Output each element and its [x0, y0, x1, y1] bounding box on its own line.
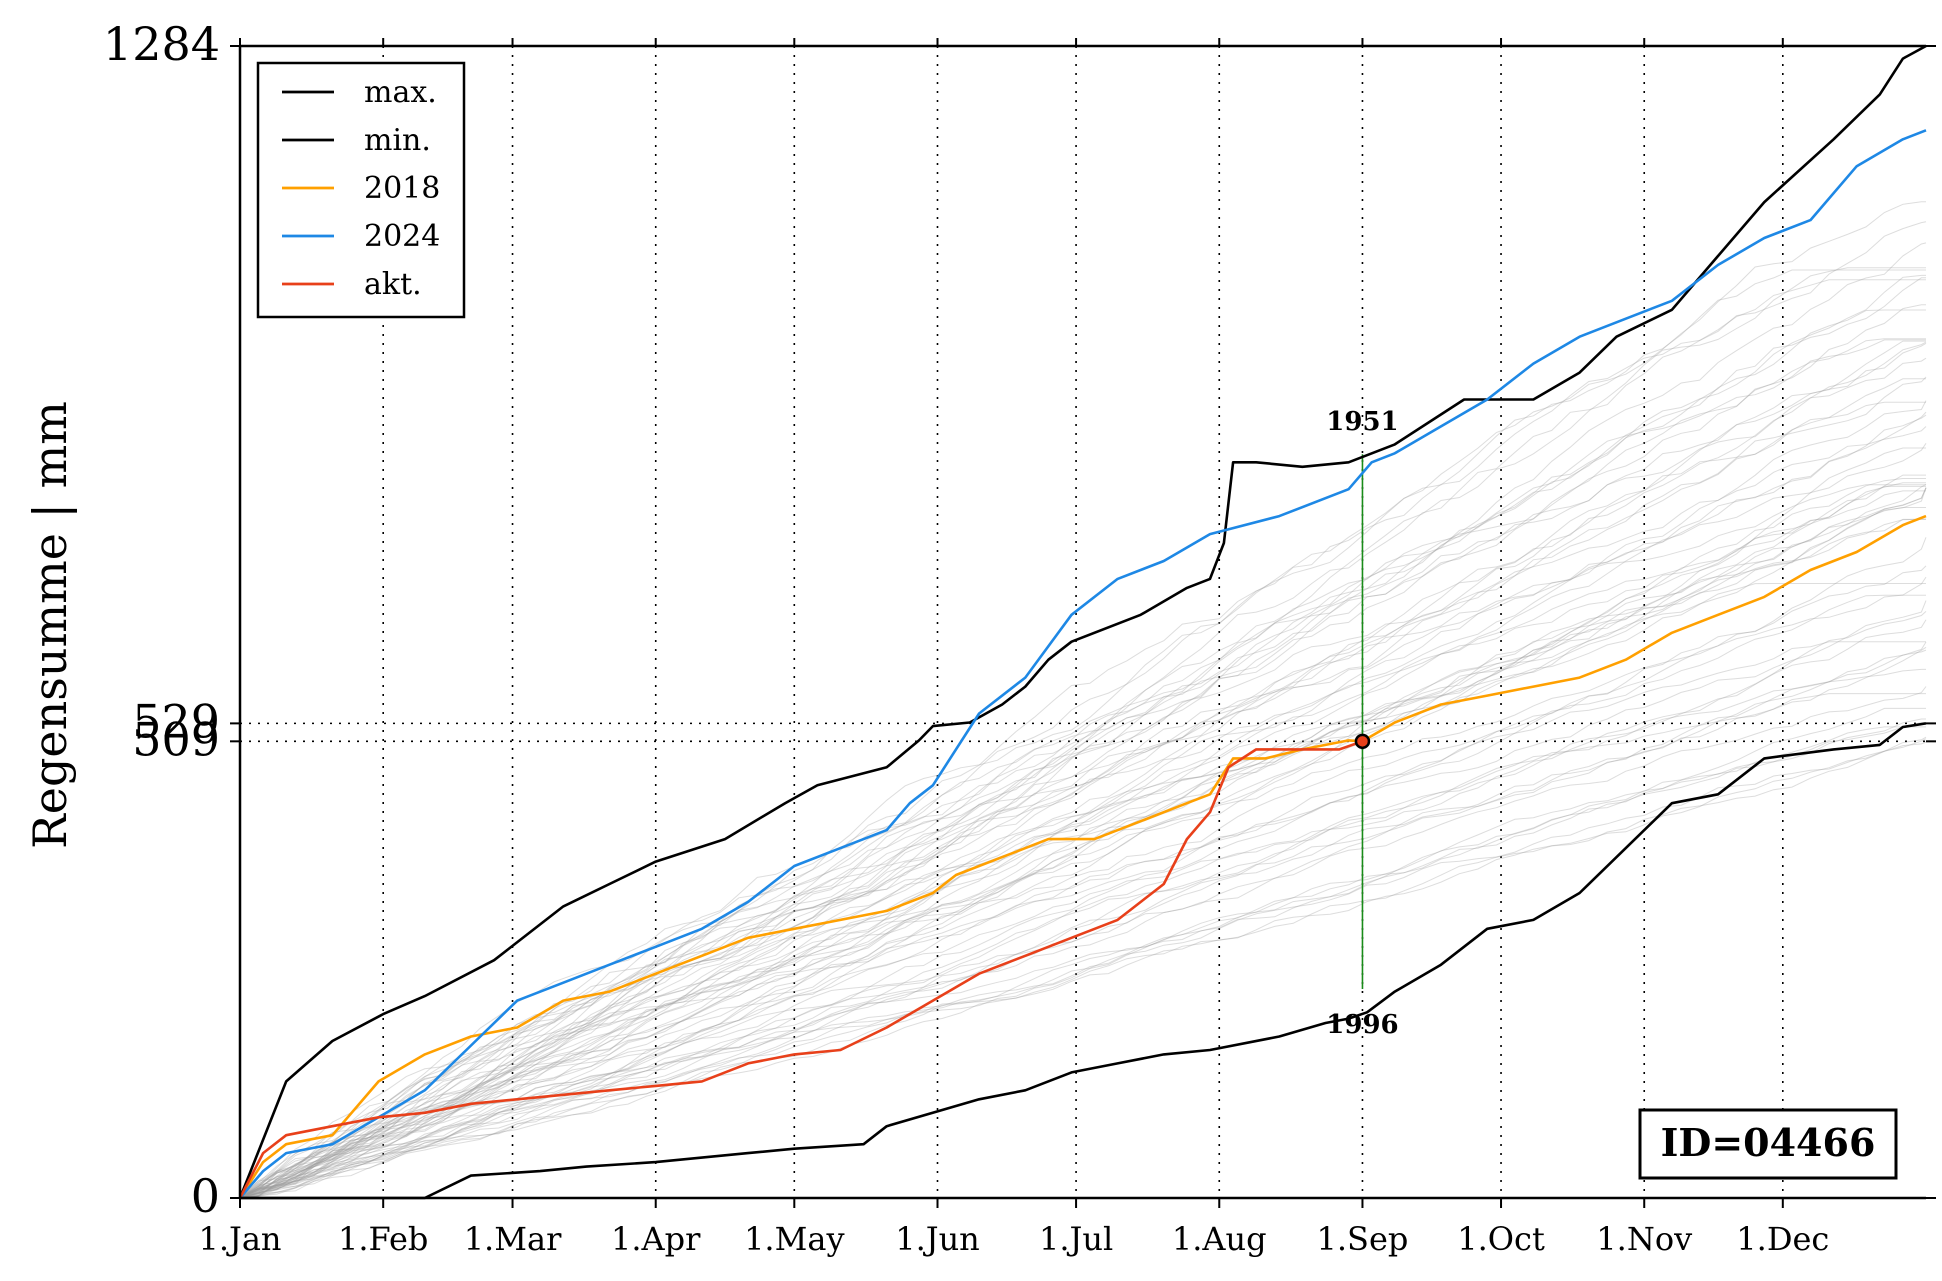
- historical-year-line: [239, 339, 1926, 1199]
- legend-label: min.: [364, 123, 431, 158]
- station-id-box: ID=04466: [1638, 1108, 1898, 1180]
- historical-year-line: [239, 741, 1927, 1199]
- y-tick-label: 0: [191, 1169, 220, 1223]
- historical-year-line: [239, 401, 1926, 1199]
- historical-year-line: [239, 342, 1927, 1199]
- x-tick-label: 1.Jul: [1039, 1220, 1113, 1258]
- historical-year-line: [239, 600, 1927, 1199]
- historical-year-line: [239, 518, 1926, 1199]
- x-tick-label: 1.Sep: [1317, 1220, 1409, 1258]
- historical-year-line: [239, 201, 1926, 1199]
- historical-year-line: [239, 646, 1927, 1199]
- historical-year-line: [239, 611, 1927, 1199]
- tick-labels: 1.Jan 1.Feb 1.Mar 1.Apr 1.May 1.Jun 1.Jul 1.Aug…: [103, 17, 1936, 1258]
- annotations: 1951 1996: [1326, 407, 1398, 1040]
- legend-label: 2018: [364, 171, 440, 206]
- current-marker: [1354, 733, 1371, 750]
- x-tick-label: 1.Apr: [611, 1220, 701, 1258]
- series-line-2018: [238, 514, 1927, 1199]
- legend-frame: [256, 61, 466, 319]
- historical-year-line: [239, 507, 1926, 1199]
- historical-year-line: [239, 484, 1926, 1199]
- historical-year-line: [239, 279, 1926, 1199]
- historical-year-line: [239, 641, 1926, 1199]
- historical-year-line: [239, 693, 1926, 1199]
- historical-year-line: [239, 277, 1927, 1199]
- historical-year-line: [239, 309, 1926, 1199]
- series-lines: [238, 44, 1927, 1200]
- historical-year-line: [239, 338, 1926, 1199]
- historical-year-line: [239, 487, 1927, 1199]
- historical-year-line: [239, 341, 1927, 1199]
- historical-year-line: [239, 487, 1927, 1199]
- historical-year-line: [239, 242, 1927, 1199]
- legend-label: max.: [364, 75, 437, 110]
- historical-year-line: [239, 340, 1926, 1199]
- historical-year-line: [239, 738, 1927, 1199]
- historical-year-line: [239, 576, 1927, 1199]
- historical-year-line: [239, 447, 1926, 1199]
- x-tick-label: 1.Feb: [338, 1220, 428, 1258]
- y-tick-label: 509: [132, 712, 220, 766]
- historical-year-line: [239, 378, 1926, 1199]
- historical-year-line: [239, 443, 1927, 1199]
- historical-year-line: [239, 707, 1926, 1199]
- historical-year-line: [239, 565, 1927, 1199]
- historical-year-line: [239, 649, 1927, 1199]
- historical-year-line: [239, 400, 1927, 1199]
- x-tick-label: 1.May: [744, 1220, 844, 1258]
- historical-year-line: [239, 485, 1926, 1199]
- x-tick-label: 1.Oct: [1457, 1220, 1545, 1258]
- historical-year-line: [239, 269, 1926, 1199]
- x-tick-label: 1.Aug: [1172, 1220, 1267, 1258]
- historical-year-line: [239, 487, 1927, 1199]
- y-axis-label: Regensumme | mm: [23, 401, 77, 849]
- historical-year-line: [239, 478, 1926, 1199]
- historical-year-line: [239, 718, 1926, 1199]
- historical-year-line: [239, 426, 1927, 1199]
- historical-year-line: [239, 686, 1927, 1199]
- historical-year-line: [239, 537, 1927, 1199]
- y-tick-label: 1284: [103, 17, 220, 71]
- legend-label: 2024: [364, 219, 440, 254]
- series-line-max: [238, 44, 1927, 1199]
- historical-year-line: [239, 619, 1927, 1199]
- historical-year-line: [239, 411, 1927, 1199]
- historical-year-line: [239, 641, 1927, 1199]
- series-line-2024: [239, 129, 1927, 1199]
- historical-years-lines: [239, 201, 1927, 1199]
- historical-year-line: [239, 490, 1926, 1199]
- historical-year-line: [239, 357, 1927, 1199]
- historical-year-line: [239, 474, 1926, 1199]
- series-line-min: [240, 722, 1927, 1200]
- reference-year-label: 1951: [1326, 407, 1398, 437]
- legend: max. min. 2018 2024 akt.: [256, 61, 466, 319]
- x-tick-label: 1.Mar: [464, 1220, 562, 1258]
- x-tick-label: 1.Dec: [1736, 1220, 1829, 1258]
- historical-year-line: [239, 483, 1927, 1199]
- historical-year-line: [239, 722, 1926, 1199]
- station-id-label: ID=04466: [1661, 1120, 1876, 1165]
- historical-year-line: [239, 376, 1927, 1199]
- series-line-akt: [238, 740, 1363, 1199]
- historical-year-line: [239, 414, 1927, 1199]
- historical-year-line: [239, 304, 1926, 1199]
- legend-label: akt.: [364, 267, 422, 302]
- x-tick-label: 1.Jan: [198, 1220, 281, 1258]
- reference-year-label: 1996: [1326, 1010, 1398, 1040]
- y-tick-label: 529: [132, 694, 220, 748]
- x-tick-label: 1.Nov: [1596, 1220, 1692, 1258]
- current-value-marker: [1354, 733, 1371, 750]
- historical-year-line: [239, 482, 1926, 1199]
- historical-year-line: [239, 726, 1926, 1199]
- historical-year-line: [239, 518, 1926, 1199]
- historical-year-line: [239, 274, 1926, 1199]
- historical-year-line: [239, 221, 1927, 1199]
- historical-year-line: [239, 583, 1926, 1199]
- historical-year-line: [239, 668, 1926, 1199]
- x-tick-label: 1.Jun: [895, 1220, 980, 1258]
